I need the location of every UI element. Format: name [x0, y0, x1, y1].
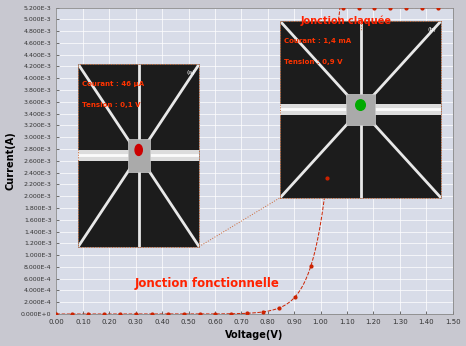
Text: Jonction fonctionnelle: Jonction fonctionnelle	[135, 277, 280, 290]
Text: Tension : 0,1 V: Tension : 0,1 V	[82, 102, 141, 108]
Text: Courant : 46 μA: Courant : 46 μA	[82, 81, 144, 87]
Text: Courant : 1,4 mA: Courant : 1,4 mA	[284, 38, 351, 44]
Text: Jonction claquée: Jonction claquée	[300, 15, 391, 26]
Y-axis label: Current(A): Current(A)	[6, 131, 15, 190]
X-axis label: Voltage(V): Voltage(V)	[226, 330, 284, 340]
Text: Tension : 0,9 V: Tension : 0,9 V	[284, 59, 343, 65]
